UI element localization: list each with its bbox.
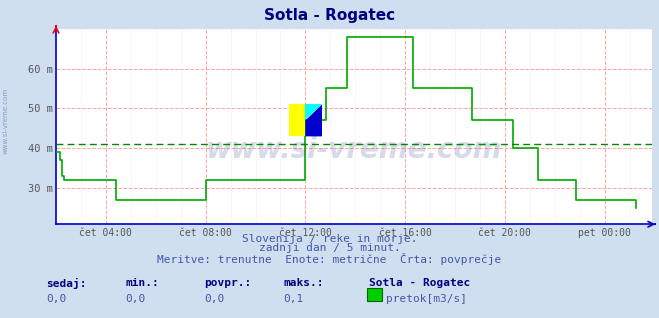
Text: pretok[m3/s]: pretok[m3/s] bbox=[386, 294, 467, 304]
Text: 0,0: 0,0 bbox=[204, 294, 225, 304]
Text: 0,1: 0,1 bbox=[283, 294, 304, 304]
Polygon shape bbox=[305, 104, 322, 136]
Text: www.si-vreme.com: www.si-vreme.com bbox=[2, 88, 9, 154]
Text: sedaj:: sedaj: bbox=[46, 278, 86, 289]
Text: Meritve: trenutne  Enote: metrične  Črta: povprečje: Meritve: trenutne Enote: metrične Črta: … bbox=[158, 253, 501, 265]
Text: Sotla - Rogatec: Sotla - Rogatec bbox=[369, 278, 471, 288]
Bar bbox=[289, 104, 305, 136]
Text: zadnji dan / 5 minut.: zadnji dan / 5 minut. bbox=[258, 243, 401, 253]
Text: povpr.:: povpr.: bbox=[204, 278, 252, 288]
Text: 0,0: 0,0 bbox=[46, 294, 67, 304]
Text: Sotla - Rogatec: Sotla - Rogatec bbox=[264, 8, 395, 23]
Text: Slovenija / reke in morje.: Slovenija / reke in morje. bbox=[242, 234, 417, 244]
Text: min.:: min.: bbox=[125, 278, 159, 288]
Text: 0,0: 0,0 bbox=[125, 294, 146, 304]
Text: www.si-vreme.com: www.si-vreme.com bbox=[206, 136, 502, 164]
Text: maks.:: maks.: bbox=[283, 278, 324, 288]
Polygon shape bbox=[305, 104, 322, 121]
